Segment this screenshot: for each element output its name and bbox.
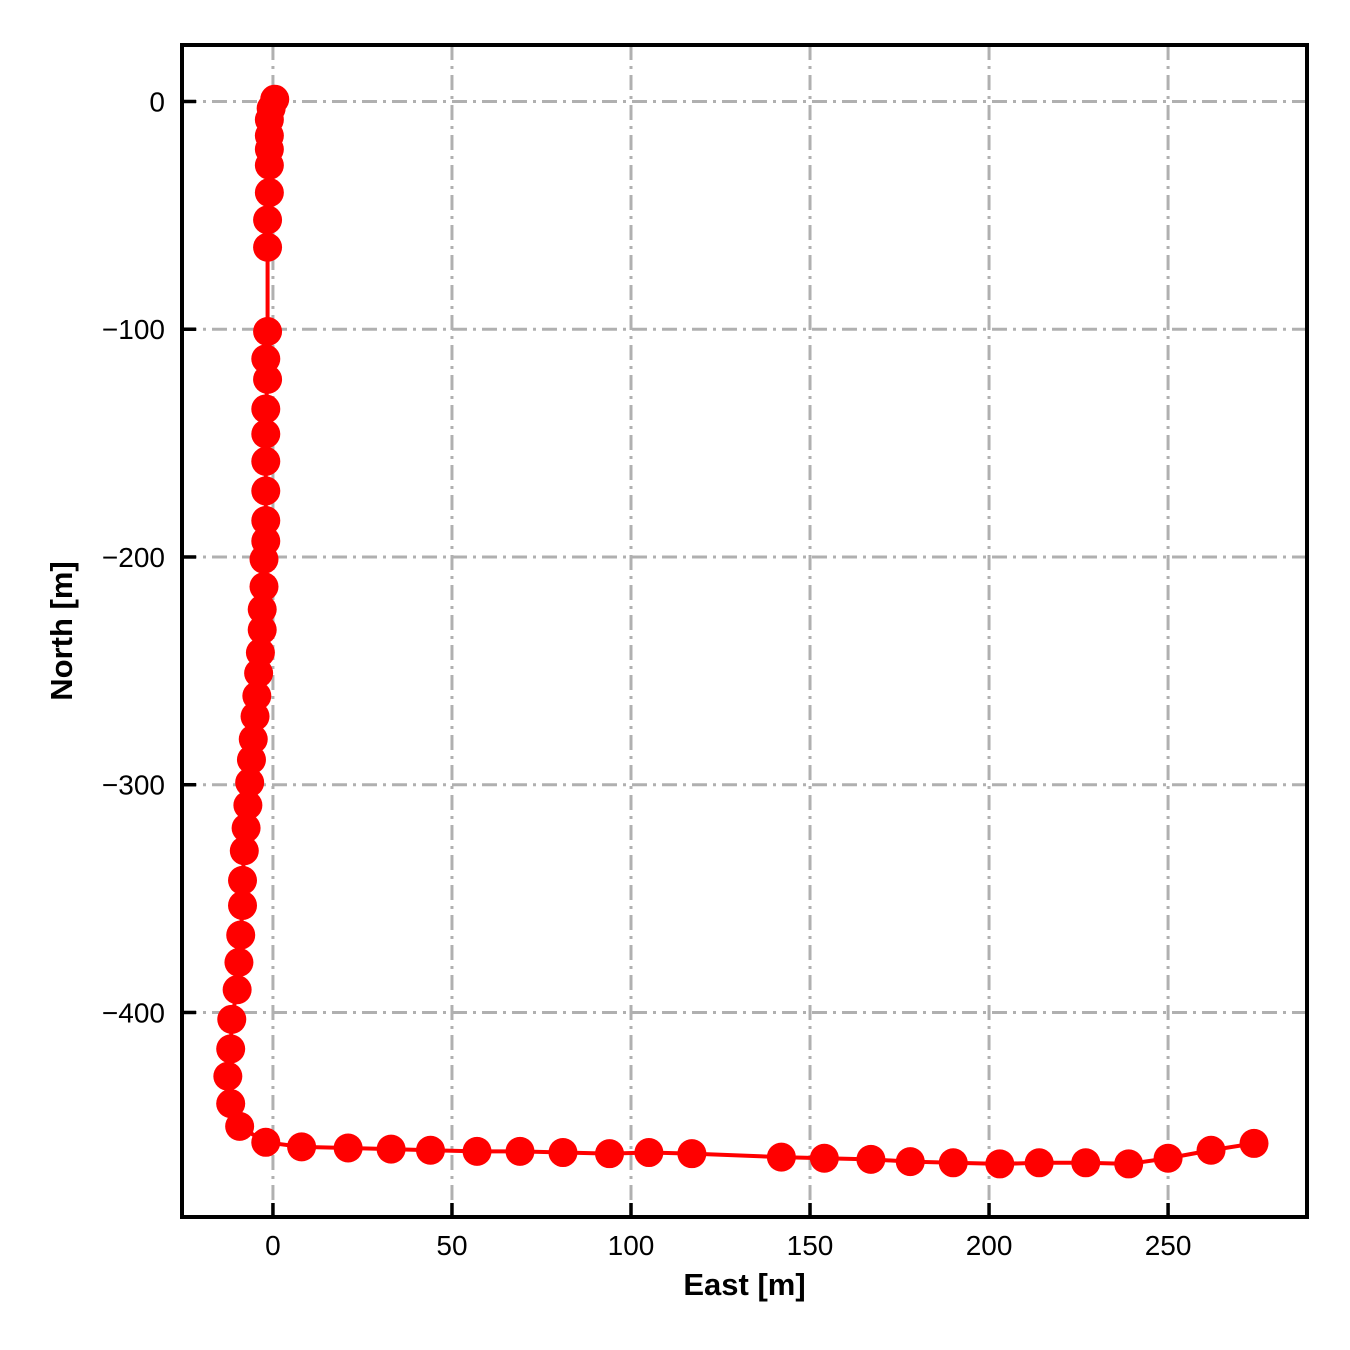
x-axis-label: East [m] bbox=[683, 1267, 805, 1302]
data-point bbox=[224, 947, 254, 977]
y-axis-label: North [m] bbox=[44, 561, 79, 700]
data-point bbox=[253, 317, 283, 347]
data-point bbox=[240, 701, 270, 731]
data-point bbox=[1024, 1148, 1054, 1178]
y-tick-label: −300 bbox=[102, 770, 165, 801]
data-point bbox=[253, 364, 283, 394]
data-point bbox=[287, 1132, 317, 1162]
x-tick-label: 0 bbox=[265, 1230, 281, 1261]
data-point bbox=[333, 1133, 363, 1163]
data-point bbox=[677, 1139, 707, 1169]
data-point bbox=[251, 1127, 281, 1157]
x-tick-label: 100 bbox=[608, 1230, 655, 1261]
data-point bbox=[222, 975, 252, 1005]
data-point bbox=[462, 1136, 492, 1166]
data-point bbox=[226, 920, 256, 950]
x-tick-label: 50 bbox=[436, 1230, 467, 1261]
tick-marks bbox=[182, 99, 1170, 1217]
data-point bbox=[253, 205, 283, 235]
data-point bbox=[254, 178, 284, 208]
x-tick-label: 250 bbox=[1145, 1230, 1192, 1261]
data-point bbox=[895, 1147, 925, 1177]
data-point bbox=[809, 1143, 839, 1173]
data-point bbox=[216, 1034, 246, 1064]
data-point bbox=[244, 658, 274, 688]
data-point bbox=[251, 419, 281, 449]
data-point bbox=[985, 1149, 1015, 1179]
data-point bbox=[595, 1139, 625, 1169]
y-tick-label: 0 bbox=[149, 86, 165, 117]
data-point bbox=[249, 572, 279, 602]
plot-border bbox=[180, 43, 1309, 1219]
data-point bbox=[251, 446, 281, 476]
data-point bbox=[251, 394, 281, 424]
data-point bbox=[235, 767, 265, 797]
data-point bbox=[1196, 1135, 1226, 1165]
data-point bbox=[1114, 1149, 1144, 1179]
data-point bbox=[228, 865, 258, 895]
data-point bbox=[249, 544, 279, 574]
y-tick-label: −200 bbox=[102, 542, 165, 573]
data-point bbox=[505, 1136, 535, 1166]
data-point bbox=[247, 615, 277, 645]
data-point bbox=[251, 506, 281, 536]
data-point bbox=[376, 1134, 406, 1164]
data-point bbox=[938, 1148, 968, 1178]
data-point bbox=[228, 890, 258, 920]
data-point bbox=[548, 1138, 578, 1168]
data-point bbox=[1239, 1128, 1269, 1158]
x-tick-label: 150 bbox=[787, 1230, 834, 1261]
x-tick-label: 200 bbox=[966, 1230, 1013, 1261]
data-point bbox=[216, 1089, 246, 1119]
data-point bbox=[254, 150, 284, 180]
data-point bbox=[233, 790, 263, 820]
trajectory-line bbox=[225, 97, 1257, 1166]
data-point bbox=[247, 594, 277, 624]
data-point bbox=[231, 813, 261, 843]
data-point bbox=[1153, 1143, 1183, 1173]
data-point bbox=[634, 1138, 664, 1168]
data-point bbox=[415, 1135, 445, 1165]
data-point bbox=[1071, 1148, 1101, 1178]
data-point bbox=[236, 745, 266, 775]
y-tick-label: −100 bbox=[102, 314, 165, 345]
data-point bbox=[229, 836, 259, 866]
trajectory-series bbox=[213, 84, 1269, 1179]
data-point bbox=[766, 1142, 796, 1172]
y-tick-label: −400 bbox=[102, 997, 165, 1028]
axes-spines bbox=[180, 43, 1309, 1219]
data-point bbox=[225, 1111, 255, 1141]
data-point bbox=[253, 232, 283, 262]
grid-layer bbox=[182, 45, 1307, 1217]
tick-labels: 0 50 100 150 200 250 0 −100 −200 −300 −400 bbox=[102, 86, 1192, 1261]
data-point bbox=[213, 1061, 243, 1091]
data-point bbox=[856, 1144, 886, 1174]
data-point bbox=[217, 1004, 247, 1034]
data-point bbox=[251, 476, 281, 506]
